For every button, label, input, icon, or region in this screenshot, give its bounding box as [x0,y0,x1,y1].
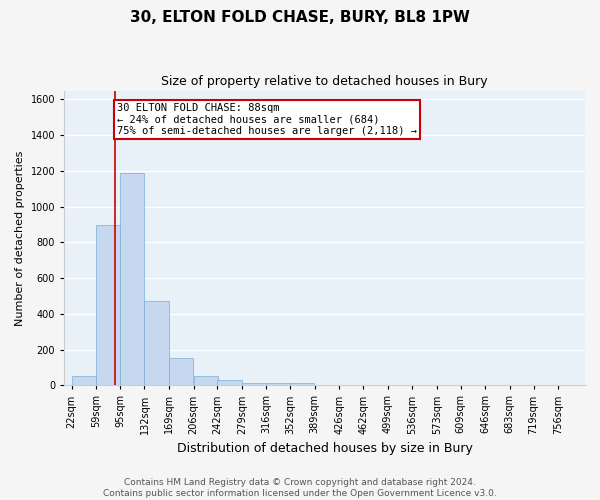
Text: Contains HM Land Registry data © Crown copyright and database right 2024.
Contai: Contains HM Land Registry data © Crown c… [103,478,497,498]
Bar [145,302,169,386]
Bar [242,382,266,386]
Text: 30 ELTON FOLD CHASE: 88sqm
← 24% of detached houses are smaller (684)
75% of sem: 30 ELTON FOLD CHASE: 88sqm ← 24% of deta… [117,103,417,136]
Bar [71,376,96,386]
Y-axis label: Number of detached properties: Number of detached properties [15,150,25,326]
Bar [120,172,144,386]
Bar [290,382,314,386]
Bar [96,224,120,386]
Text: 30, ELTON FOLD CHASE, BURY, BL8 1PW: 30, ELTON FOLD CHASE, BURY, BL8 1PW [130,10,470,25]
Title: Size of property relative to detached houses in Bury: Size of property relative to detached ho… [161,75,488,88]
Bar [169,358,193,386]
Bar [217,380,242,386]
Bar [194,376,218,386]
X-axis label: Distribution of detached houses by size in Bury: Distribution of detached houses by size … [176,442,473,455]
Bar [266,382,290,386]
